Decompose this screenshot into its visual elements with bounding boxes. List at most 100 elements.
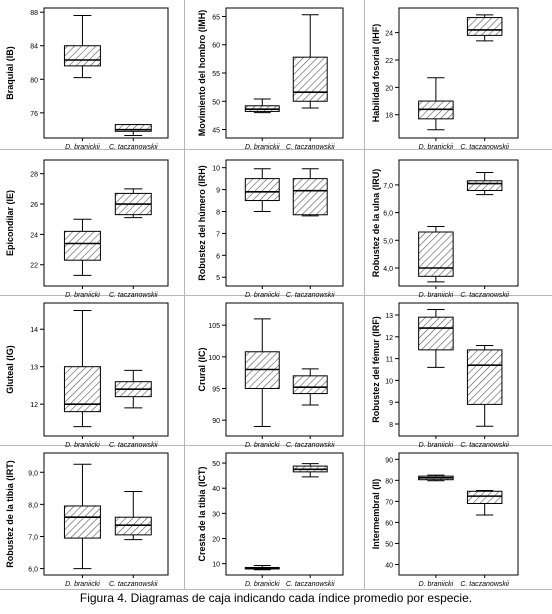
- y-tick-label: 105: [208, 323, 220, 330]
- box-2: [292, 368, 328, 406]
- panel-divider: [0, 445, 552, 446]
- y-tick-label: 10: [212, 166, 220, 173]
- x-tick-label: C. taczanowskii: [286, 442, 335, 449]
- box-2: [466, 489, 503, 516]
- chart-panel-8: 90 95 100 105 Crural (IC) D. braniicki C. tacz…: [197, 302, 344, 449]
- y-tick-label: 88: [30, 10, 38, 17]
- box-1: [63, 15, 101, 79]
- y-tick-label: 9: [389, 400, 393, 407]
- box-iqr: [63, 230, 101, 261]
- y-tick-label: 28: [30, 172, 38, 179]
- box-1: [244, 168, 280, 212]
- chart-panel-10: 6,0 7,0 8,0 9,0 Robustez de la tibia (IRT) D.…: [5, 452, 169, 588]
- x-tick-label: D. braniicki: [65, 292, 100, 299]
- y-tick-label: 18: [385, 113, 393, 120]
- plot-frame: [43, 7, 169, 139]
- x-tick-label: C. taczanowskii: [109, 442, 158, 449]
- y-tick-label: 24: [30, 232, 38, 239]
- box-2: [466, 345, 503, 427]
- plot-frame: [398, 159, 519, 287]
- box-1: [418, 77, 454, 131]
- y-tick-label: 50: [212, 99, 220, 106]
- plot-frame: [43, 452, 169, 576]
- y-tick-label: 65: [212, 14, 220, 21]
- x-tick-label: D. braniicki: [65, 442, 100, 449]
- panel-divider: [0, 589, 552, 590]
- x-tick-label: C. taczanowskii: [460, 442, 509, 449]
- plot-frame: [398, 452, 519, 576]
- box-iqr: [418, 316, 454, 351]
- x-tick-label: C. taczanowskii: [460, 144, 509, 151]
- box-1: [418, 309, 454, 368]
- plot-frame: [43, 159, 169, 287]
- box-2: [292, 168, 328, 217]
- y-tick-label: 9,0: [28, 470, 38, 477]
- figure-caption: Figura 4. Diagramas de caja indicando ca…: [79, 591, 473, 605]
- x-tick-label: D. braniicki: [245, 581, 280, 588]
- y-tick-label: 40: [385, 562, 393, 569]
- y-tick-label: 80: [30, 77, 38, 84]
- box-iqr: [292, 375, 328, 395]
- x-tick-label: C. taczanowskii: [286, 581, 335, 588]
- chart-panel-1: 76 80 84 88 Braquial (IB) D. branickii C. tacz…: [5, 7, 169, 151]
- y-tick-label: 45: [212, 128, 220, 135]
- y-tick-label: 22: [385, 58, 393, 65]
- y-tick-label: 20: [385, 85, 393, 92]
- y-tick-label: 13: [385, 313, 393, 320]
- box-1: [418, 225, 454, 283]
- chart-panel-5: 5 6 7 8 9 10 Robustez del húmero (IRH) D. brani…: [197, 159, 344, 299]
- y-tick-label: 10: [212, 562, 220, 569]
- plot-frame: [43, 302, 169, 437]
- y-tick-label: 4,0: [383, 266, 393, 273]
- y-tick-label: 26: [30, 202, 38, 209]
- box-2: [114, 124, 152, 136]
- chart-panel-2: 45 50 55 60 65 Movimiento del hombro (IMH) D. …: [197, 7, 344, 151]
- panel-divider: [0, 149, 552, 150]
- y-tick-label: 12: [30, 402, 38, 409]
- box-1: [418, 474, 454, 482]
- y-tick-label: 95: [212, 387, 220, 394]
- y-axis-label: Robustez de la ulna (IRU): [371, 169, 381, 278]
- x-tick-label: C. taczanowskii: [460, 292, 509, 299]
- y-axis-label: Gluteal (IG): [5, 345, 15, 394]
- y-tick-label: 11: [386, 357, 393, 364]
- y-tick-label: 5: [216, 275, 220, 282]
- y-tick-label: 30: [212, 511, 220, 518]
- box-iqr: [466, 490, 503, 504]
- y-tick-label: 80: [385, 478, 393, 485]
- y-tick-label: 50: [385, 541, 393, 548]
- y-tick-label: 7,0: [28, 534, 38, 541]
- y-tick-label: 70: [385, 499, 393, 506]
- panel-divider: [364, 0, 365, 589]
- box-iqr: [63, 505, 101, 539]
- y-tick-label: 14: [30, 327, 38, 334]
- y-axis-label: Cresta de la tibia (ICT): [197, 466, 207, 561]
- y-axis-label: Robustez del fémur (IRF): [371, 316, 381, 423]
- y-axis-label: Robustez del húmero (IRH): [197, 165, 207, 281]
- y-tick-label: 9: [216, 188, 220, 195]
- chart-panel-11: 10 20 30 40 50 Cresta de la tibia (ICT) D. bra…: [197, 452, 344, 588]
- y-axis-label: Robustez de la tibia (IRT): [5, 460, 15, 568]
- box-iqr: [114, 124, 152, 132]
- box-2: [292, 463, 328, 478]
- y-tick-label: 12: [385, 335, 393, 342]
- box-iqr: [292, 56, 328, 102]
- x-tick-label: D. braniicki: [245, 292, 280, 299]
- chart-panel-9: 8 9 10 11 12 13 Robustez del fémur (IRF) D. bra…: [371, 302, 519, 449]
- x-tick-label: C. taczanowskii: [109, 144, 158, 151]
- box-1: [63, 218, 101, 276]
- panel-divider: [0, 295, 552, 296]
- y-axis-label: Epicondilar (IE): [5, 190, 15, 256]
- y-tick-label: 60: [385, 520, 393, 527]
- chart-panel-4: 22 24 26 28 Epicondilar (IE) D. braniicki C. t…: [5, 159, 169, 299]
- x-tick-label: C. taczanowskii: [286, 292, 335, 299]
- y-tick-label: 90: [212, 418, 220, 425]
- y-tick-label: 7,0: [383, 183, 393, 190]
- chart-panel-7: 12 13 14 Gluteal (IG) D. braniicki C. taczano…: [5, 302, 169, 449]
- y-tick-label: 20: [212, 537, 220, 544]
- box-1: [63, 463, 101, 570]
- y-tick-label: 13: [30, 365, 38, 372]
- x-tick-label: D. branickii: [245, 144, 280, 151]
